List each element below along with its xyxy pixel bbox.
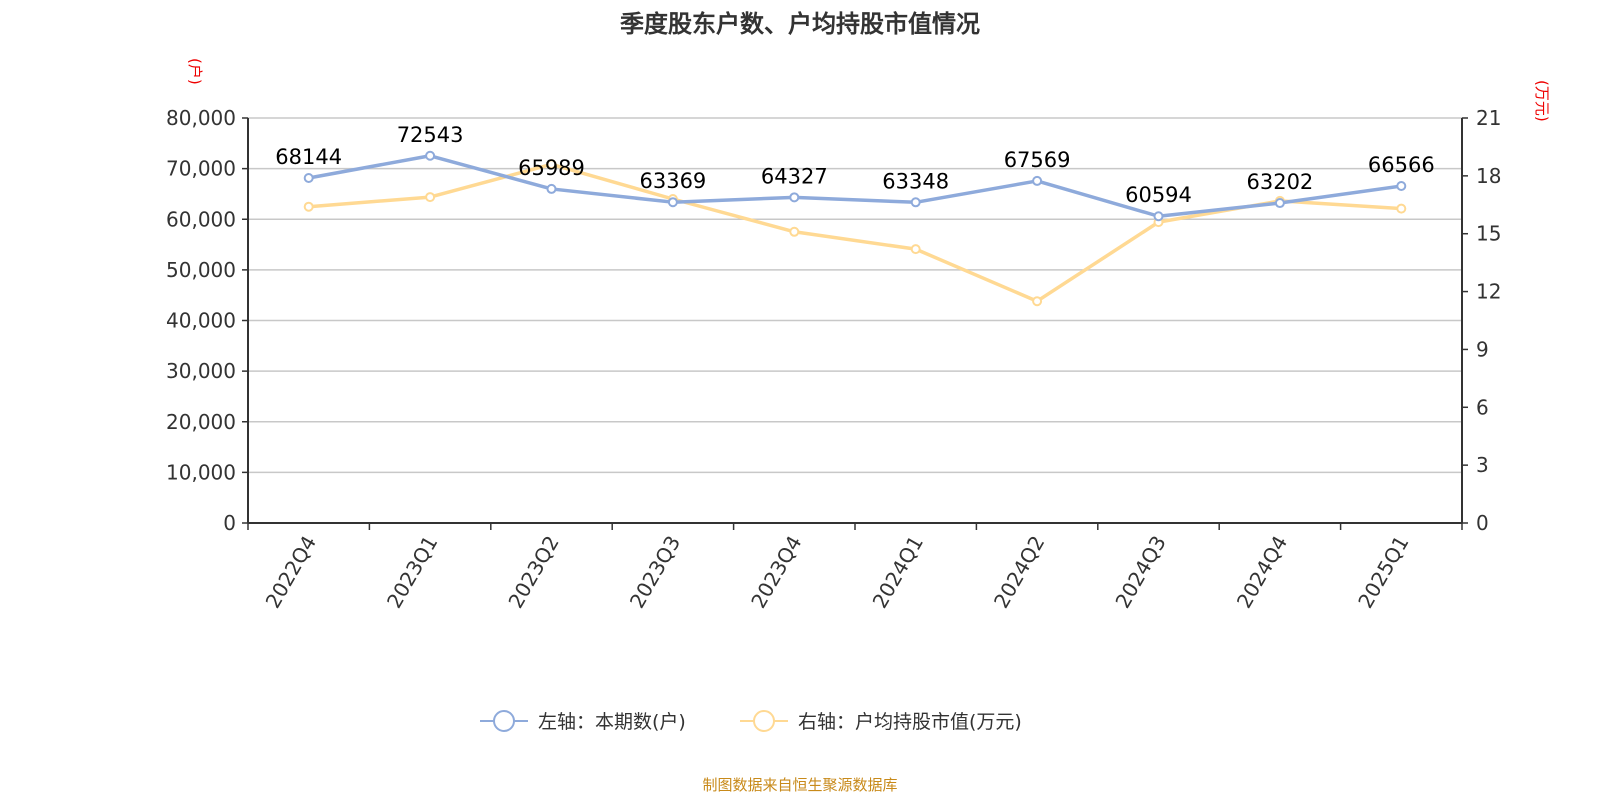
data-label: 66566 (1368, 153, 1435, 177)
data-point (1396, 203, 1407, 214)
x-axis-tick-label: 2023Q3 (625, 532, 685, 613)
source-note: 制图数据来自恒生聚源数据库 (702, 776, 897, 794)
data-label: 68144 (275, 145, 342, 169)
right-axis-tick-label: 12 (1476, 280, 1501, 304)
data-point (425, 192, 436, 203)
left-axis-tick-label: 50,000 (166, 258, 236, 282)
right-axis-tick-label: 15 (1476, 222, 1501, 246)
x-axis-tick-label: 2024Q2 (989, 532, 1049, 613)
x-axis-tick-label: 2023Q1 (382, 532, 442, 613)
data-point (667, 197, 678, 208)
right-axis-tick-label: 6 (1476, 395, 1489, 419)
chart-title: 季度股东户数、户均持股市值情况 (620, 10, 980, 38)
right-axis-tick-label: 18 (1476, 164, 1501, 188)
data-point (1032, 175, 1043, 186)
x-axis-tick-label: 2024Q1 (868, 532, 928, 613)
legend-marker-icon (493, 710, 515, 732)
legend-marker-icon (753, 710, 775, 732)
x-axis-tick-label: 2025Q1 (1353, 532, 1413, 613)
left-axis-tick-label: 80,000 (166, 106, 236, 130)
data-point (546, 183, 557, 194)
data-point (1153, 211, 1164, 222)
x-axis-tick-label: 2023Q2 (503, 532, 563, 613)
data-label: 72543 (397, 123, 464, 147)
x-axis-tick-label: 2024Q4 (1232, 532, 1292, 613)
left-axis-tick-label: 0 (223, 511, 236, 535)
left-axis-tick-label: 60,000 (166, 207, 236, 231)
data-point (910, 197, 921, 208)
series-line-avg-market-value (308, 162, 1402, 303)
data-label: 63202 (1246, 170, 1313, 194)
right-axis-unit: (万元) (1533, 80, 1551, 122)
data-point (1396, 181, 1407, 192)
data-label: 63369 (639, 169, 706, 193)
data-point (303, 173, 314, 184)
legend-label: 右轴：户均持股市值(万元) (798, 711, 1022, 733)
legend-label: 左轴：本期数(户) (538, 711, 686, 733)
data-label: 65989 (518, 156, 585, 180)
data-point (1032, 296, 1043, 307)
data-label: 64327 (761, 164, 828, 188)
data-point (789, 192, 800, 203)
x-axis-tick-label: 2024Q3 (1110, 532, 1170, 613)
left-axis-tick-label: 30,000 (166, 359, 236, 383)
data-point (910, 244, 921, 255)
right-axis-tick-label: 3 (1476, 453, 1489, 477)
left-axis-tick-label: 20,000 (166, 410, 236, 434)
right-axis-tick-label: 0 (1476, 511, 1489, 535)
left-axis-tick-label: 40,000 (166, 309, 236, 333)
x-axis-tick-label: 2022Q4 (261, 532, 321, 613)
left-axis-unit: (户) (186, 58, 204, 85)
left-axis-tick-label: 70,000 (166, 157, 236, 181)
data-label: 67569 (1004, 148, 1071, 172)
x-axis-tick-label: 2023Q4 (746, 532, 806, 613)
data-point (1274, 198, 1285, 209)
data-label: 60594 (1125, 183, 1192, 207)
series-line-shareholders (308, 154, 1402, 218)
right-axis-tick-label: 21 (1476, 106, 1501, 130)
data-label: 63348 (882, 169, 949, 193)
data-point (789, 226, 800, 237)
right-axis-tick-label: 9 (1476, 337, 1489, 361)
data-point (303, 201, 314, 212)
left-axis-tick-label: 10,000 (166, 460, 236, 484)
data-point (425, 150, 436, 161)
data-point (546, 159, 557, 170)
